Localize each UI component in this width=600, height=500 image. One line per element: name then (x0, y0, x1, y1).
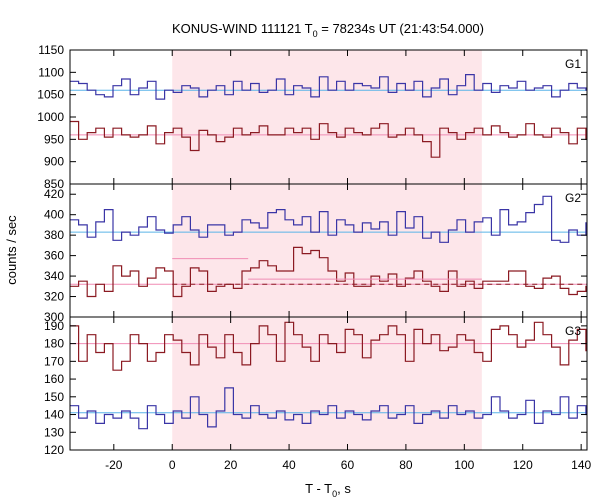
y-tick-label: 150 (44, 390, 64, 404)
series-G1-blue (70, 74, 587, 100)
y-tick-label: 320 (44, 290, 64, 304)
series-G3-blue (70, 387, 587, 430)
x-tick-label: 40 (282, 458, 296, 472)
y-tick-label: 170 (44, 354, 64, 368)
y-tick-label: 1150 (38, 43, 64, 57)
series-G1-red (70, 120, 587, 158)
y-tick-label: 850 (44, 177, 64, 191)
y-tick-label: 1100 (38, 65, 64, 79)
y-tick-label: 1000 (37, 110, 64, 124)
y-tick-label: 120 (44, 443, 64, 457)
panel-label-G1: G1 (565, 57, 581, 71)
chart-title: KONUS-WIND 111121 T0 = 78234s UT (21:43:… (172, 21, 484, 39)
x-tick-label: 140 (571, 458, 591, 472)
x-axis-label: T - T0, s (305, 481, 351, 499)
panel-label-G3: G3 (565, 324, 581, 338)
y-tick-label: 420 (44, 187, 64, 201)
y-tick-label: 950 (44, 132, 64, 146)
x-tick-label: 60 (341, 458, 355, 472)
series-G2-red (70, 246, 587, 298)
x-tick-label: 100 (454, 458, 474, 472)
y-tick-label: 380 (44, 228, 64, 242)
y-axis-label: counts / sec (4, 215, 19, 285)
y-tick-label: 1050 (37, 88, 64, 102)
highlight-interval (172, 50, 482, 450)
y-tick-label: 190 (44, 319, 64, 333)
y-tick-label: 340 (44, 269, 64, 283)
x-tick-label: 120 (513, 458, 533, 472)
y-tick-label: 300 (44, 310, 64, 324)
panel-label-G2: G2 (565, 191, 581, 205)
x-tick-label: 80 (399, 458, 413, 472)
plot-area: 8509009501000105011001150G13003203403603… (37, 43, 591, 472)
series-G3-red (70, 321, 587, 371)
panel-frame-G3 (69, 316, 588, 451)
y-tick-label: 900 (44, 155, 64, 169)
y-tick-label: 130 (44, 425, 64, 439)
x-tick-label: 0 (169, 458, 176, 472)
y-tick-label: 140 (44, 408, 64, 422)
y-tick-label: 400 (44, 208, 64, 222)
series-G2-blue (70, 195, 587, 243)
x-tick-label: 20 (224, 458, 238, 472)
y-tick-label: 180 (44, 337, 64, 351)
y-tick-label: 360 (44, 249, 64, 263)
x-tick-label: -20 (105, 458, 123, 472)
y-tick-label: 160 (44, 372, 64, 386)
